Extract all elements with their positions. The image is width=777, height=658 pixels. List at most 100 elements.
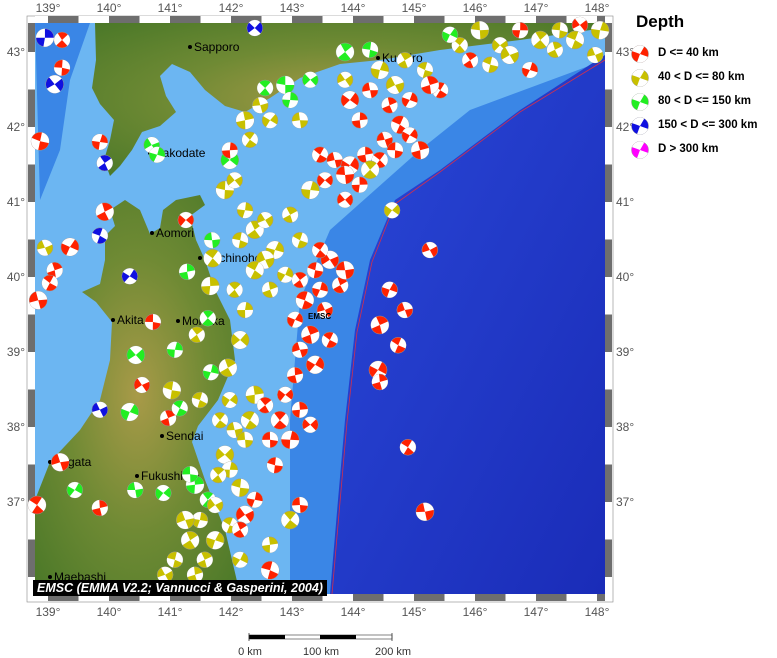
map-frame [26, 15, 614, 603]
focal-mechanism-mid-deep [256, 79, 274, 97]
frame-segment [109, 594, 140, 601]
focal-mechanism-intermediate [211, 412, 229, 429]
focal-mechanism-intermediate [396, 52, 414, 69]
focal-mechanism-intermediate [209, 466, 227, 484]
focal-mechanism-shallow [316, 301, 334, 319]
lat-tick-label: 41° [616, 195, 634, 209]
focal-mechanism-intermediate [360, 160, 380, 179]
focal-mechanism-intermediate [451, 37, 468, 54]
focal-mechanism-shallow [351, 176, 368, 193]
focal-mechanism-intermediate [482, 56, 499, 73]
focal-mechanism-mid-deep [203, 232, 221, 249]
city-dot [188, 45, 192, 49]
land-hokkaido [92, 23, 605, 176]
lon-tick-label: 139° [36, 605, 61, 619]
frame-segment [48, 594, 79, 601]
lon-tick-label: 143° [280, 1, 305, 15]
focal-mechanism-mid-deep [155, 484, 172, 502]
focal-mechanism-shallow [311, 241, 329, 259]
focal-mechanism-shallow [144, 313, 162, 331]
frame-segment [28, 502, 35, 540]
focal-mechanism-intermediate [188, 326, 206, 343]
focal-mechanism-intermediate [162, 381, 182, 400]
focal-mechanism-shallow [571, 16, 589, 34]
focal-mechanism-intermediate [590, 21, 610, 40]
legend-item: D <= 40 km [630, 42, 719, 64]
focal-mechanism-shallow [91, 499, 109, 517]
focal-mechanism-deep [91, 227, 109, 244]
beachball-icon [631, 141, 649, 159]
focal-mechanism-intermediate [36, 239, 54, 256]
city-label: Aomori [156, 226, 194, 240]
focal-mechanism-mid-deep [199, 310, 217, 327]
focal-mechanism-intermediate [277, 266, 294, 283]
focal-mechanism-shallow [410, 141, 430, 160]
focal-mechanism-intermediate [166, 551, 184, 568]
lon-tick-label: 145° [402, 605, 427, 619]
focal-mechanism-shallow [280, 430, 300, 449]
legend-label: D > 300 km [658, 143, 719, 155]
focal-mechanism-intermediate [231, 232, 249, 249]
frame-segment [170, 16, 201, 23]
focal-mechanism-intermediate [235, 111, 255, 130]
focal-mechanism-shallow [396, 301, 414, 319]
legend-item: D > 300 km [630, 138, 718, 160]
focal-mechanism-shallow [401, 91, 418, 109]
frame-segment [28, 389, 35, 427]
axis-tick-labels: 139° 139° 140° 140° 141° 141° 142° 142° 143° 143°… [7, 1, 635, 619]
city-label: Hakodate [154, 146, 206, 160]
lat-tick-label: 40° [616, 270, 634, 284]
focal-mechanism-shallow [91, 133, 109, 151]
frame-segment [28, 352, 35, 390]
focal-mechanism-deep [246, 19, 264, 37]
focal-mechanism-mid-deep [361, 41, 379, 58]
focal-mechanism-intermediate [383, 202, 401, 219]
focal-mechanism-shallow [381, 97, 398, 114]
focal-mechanism-shallow [291, 496, 309, 514]
lon-tick-label: 146° [463, 605, 488, 619]
frame-segment [170, 594, 201, 601]
frame-segment [475, 594, 506, 601]
focal-mechanism-shallow [306, 262, 324, 279]
frame-segment [292, 594, 323, 601]
focal-mechanism-shallow [311, 146, 329, 163]
focal-mechanism-deep [45, 75, 64, 94]
focal-mechanism-intermediate [416, 61, 434, 79]
lon-tick-label: 144° [341, 605, 366, 619]
frame-segment [414, 16, 445, 23]
frame-segment [35, 594, 48, 601]
frame-segment [605, 23, 612, 52]
focal-mechanism-shallow [399, 439, 417, 456]
focal-mechanism-mid-deep [166, 341, 184, 358]
frame-segment [78, 16, 109, 23]
legend-label: 150 < D <= 300 km [658, 119, 758, 131]
frame-segment [383, 594, 414, 601]
focal-mechanism-shallow [295, 291, 315, 310]
frame-segment [605, 202, 612, 240]
city-dot [48, 575, 52, 579]
lon-tick-label: 140° [97, 1, 122, 15]
focal-mechanism-intermediate [291, 112, 309, 129]
focal-mechanism-intermediate [261, 281, 279, 298]
frame-segment [536, 594, 567, 601]
legend-label: D <= 40 km [658, 47, 719, 59]
focal-mechanism-mid-deep [302, 71, 319, 88]
frame-segment [605, 52, 612, 90]
focal-mechanism-shallow [311, 281, 329, 298]
frame-segment [605, 539, 612, 577]
focal-mechanism-mid-deep [171, 400, 189, 417]
focal-mechanism-intermediate [176, 510, 195, 530]
focal-mechanism-shallow [335, 261, 355, 280]
focal-mechanism-shallow [27, 495, 47, 515]
focal-mechanism-intermediate [203, 249, 222, 268]
frame-segment [28, 427, 35, 465]
focal-mechanism-mid-deep [181, 466, 199, 483]
frame-segment [444, 16, 475, 23]
focal-mechanism-intermediate [231, 551, 249, 568]
focal-mechanism-intermediate [236, 431, 254, 448]
scale-label-100: 100 km [302, 646, 340, 658]
focal-mechanism-shallow [305, 355, 325, 374]
frame-segment [35, 16, 48, 23]
legend-label: 80 < D <= 150 km [658, 95, 752, 107]
focal-mechanism-shallow [389, 337, 407, 354]
